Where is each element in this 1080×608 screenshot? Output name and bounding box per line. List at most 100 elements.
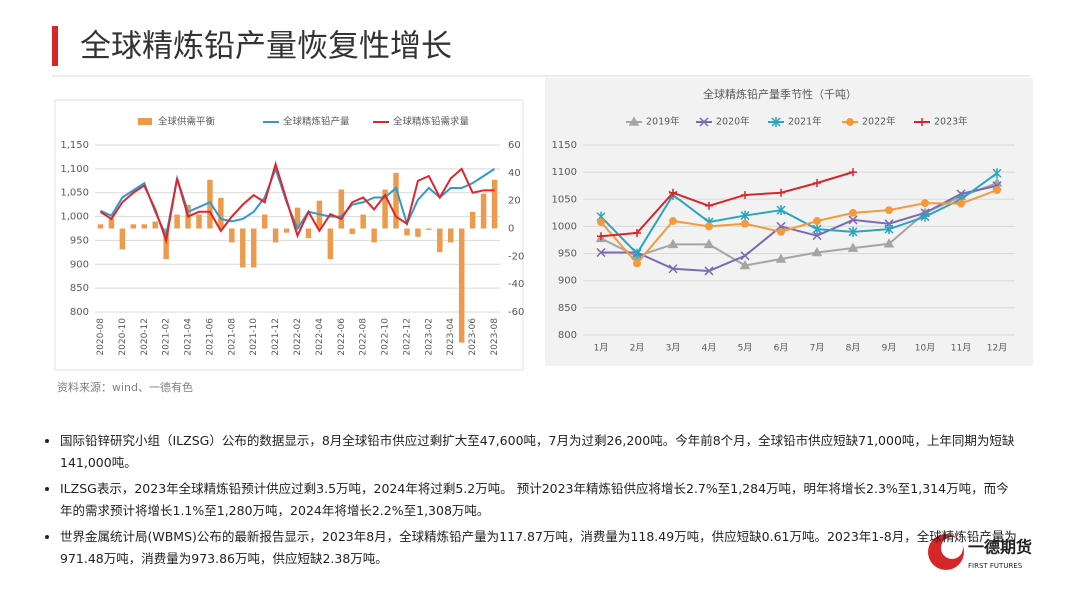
bar <box>261 214 268 229</box>
bar <box>415 228 421 237</box>
logo-sub: FIRST FUTURES <box>968 562 1023 570</box>
y-tick-label: 950 <box>70 235 89 246</box>
marker <box>704 266 714 276</box>
marker <box>596 247 606 258</box>
y2-tick-label: -60 <box>508 307 524 318</box>
line <box>600 172 998 256</box>
logo-name: 一德期货 <box>968 538 1032 557</box>
x-tick-label: 5月 <box>738 343 753 354</box>
marker <box>667 238 679 249</box>
bar <box>448 228 454 243</box>
marker <box>918 118 926 126</box>
x-tick-label: 2023-08 <box>490 318 500 356</box>
bar <box>196 214 202 229</box>
y-tick-label: 1150 <box>552 140 577 151</box>
marker <box>812 224 822 235</box>
bar <box>349 228 355 235</box>
bar <box>97 224 104 229</box>
bar <box>229 228 235 243</box>
y-tick-label: 1,150 <box>60 140 89 151</box>
marker <box>846 118 854 126</box>
legend-label: 2022年 <box>862 116 896 128</box>
y-tick-label: 900 <box>70 259 89 270</box>
y-tick-label: 900 <box>558 276 577 287</box>
marker <box>699 117 709 127</box>
line <box>600 171 854 238</box>
logo-icon <box>941 537 963 559</box>
marker <box>633 259 641 268</box>
marker <box>848 215 858 225</box>
legend-label: 2020年 <box>716 116 750 128</box>
marker <box>847 242 859 252</box>
bar <box>250 228 257 268</box>
y-tick-label: 800 <box>70 307 89 318</box>
marker <box>771 117 781 127</box>
marker <box>633 228 641 237</box>
legend-swatch <box>138 118 152 125</box>
x-tick-label: 2021-04 <box>184 318 194 356</box>
bar <box>393 172 399 229</box>
x-tick-label: 1月 <box>594 343 609 354</box>
legend-label: 全球供需平衡 <box>158 116 216 128</box>
x-tick-label: 2021-12 <box>271 318 281 356</box>
x-tick-label: 2023-04 <box>446 318 456 356</box>
marker <box>957 199 965 208</box>
y2-tick-label: 60 <box>508 140 521 151</box>
line <box>600 189 998 265</box>
marker <box>993 186 1001 195</box>
marker <box>849 168 857 177</box>
y-tick-label: 1,100 <box>60 164 89 175</box>
bar <box>272 228 279 243</box>
legend-label: 全球精炼铅产量 <box>283 116 350 128</box>
marker <box>597 218 605 227</box>
line <box>601 184 998 272</box>
title-bar <box>52 26 58 66</box>
y-tick-label: 950 <box>558 249 577 260</box>
x-tick-label: 2021-10 <box>249 318 259 356</box>
bar <box>469 211 476 229</box>
x-tick-label: 3月 <box>666 343 681 354</box>
marker <box>777 227 785 236</box>
chart2-box <box>545 78 1033 366</box>
bar <box>240 228 246 268</box>
bar <box>480 193 487 229</box>
marker <box>849 208 857 217</box>
x-tick-label: 2020-08 <box>96 318 106 356</box>
marker <box>885 206 893 215</box>
y-tick-label: 1100 <box>552 167 577 178</box>
bullet: 国际铅锌研究小组（ILZSG）公布的数据显示，8月全球铅市供应过剩扩大至47,6… <box>60 430 1020 474</box>
bar <box>305 228 312 239</box>
y-tick-label: 800 <box>558 330 577 341</box>
y-tick-label: 1050 <box>552 194 577 205</box>
bar <box>491 179 498 229</box>
marker <box>812 231 822 241</box>
x-tick-label: 2020-10 <box>118 318 128 356</box>
y-tick-label: 1,000 <box>60 212 89 223</box>
marker <box>741 190 749 199</box>
x-tick-label: 9月 <box>882 343 897 354</box>
x-tick-label: 6月 <box>774 343 789 354</box>
x-tick-label: 2021-02 <box>162 318 172 356</box>
x-tick-label: 4月 <box>702 343 717 354</box>
marker <box>884 224 894 235</box>
chart2-title: 全球精炼铅产量季节性（千吨） <box>703 87 857 101</box>
x-tick-label: 2022-10 <box>381 318 391 356</box>
marker <box>848 226 858 237</box>
x-tick-label: 12月 <box>987 343 1007 354</box>
marker <box>705 201 713 210</box>
y2-tick-label: 20 <box>508 196 521 207</box>
bar <box>426 228 432 230</box>
x-tick-label: 2021-06 <box>205 318 215 356</box>
y2-tick-label: -40 <box>508 279 524 290</box>
bullets: 国际铅锌研究小组（ILZSG）公布的数据显示，8月全球铅市供应过剩扩大至47,6… <box>40 430 1020 574</box>
x-tick-label: 8月 <box>846 343 861 354</box>
marker <box>705 222 713 231</box>
marker <box>740 251 750 261</box>
y-tick-label: 850 <box>70 283 89 294</box>
x-tick-label: 2023-06 <box>468 318 478 356</box>
bar <box>382 189 388 229</box>
y2-tick-label: 40 <box>508 168 521 179</box>
bar <box>152 221 158 229</box>
marker <box>813 179 821 187</box>
